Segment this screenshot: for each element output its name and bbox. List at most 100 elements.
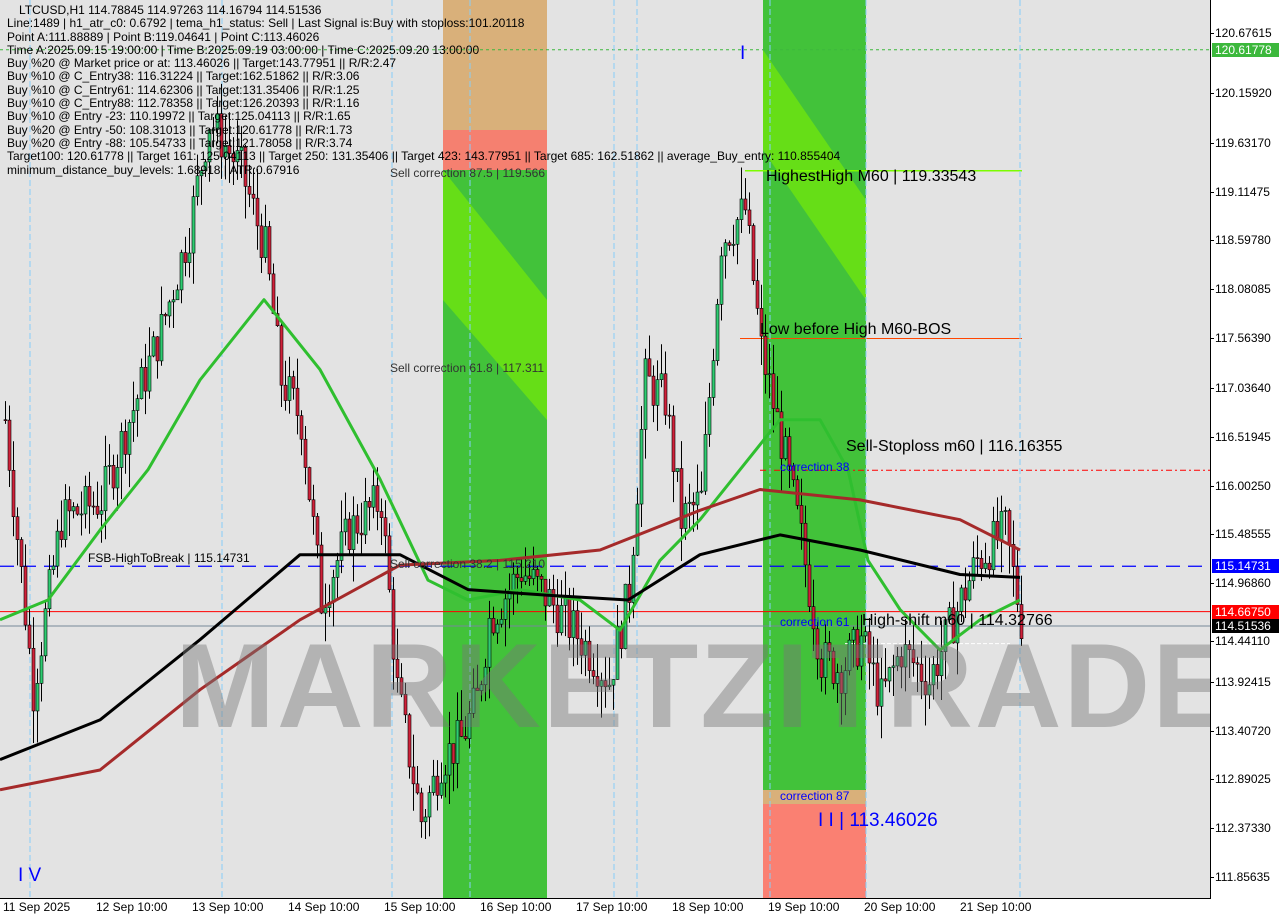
- candle-body: [251, 193, 256, 199]
- candle-body: [283, 384, 288, 401]
- candle-body: [631, 554, 636, 603]
- candle-body: [647, 358, 652, 377]
- candle-body: [559, 605, 564, 634]
- correction-87-label: correction 87: [780, 789, 850, 803]
- candle-body: [1003, 510, 1008, 512]
- candle-body: [943, 619, 948, 652]
- time-axis[interactable]: 11 Sep 2025 12 Sep 10:00 13 Sep 10:00 14 Se…: [0, 899, 1211, 920]
- candle-body: [279, 325, 284, 386]
- candle-body: [695, 491, 700, 506]
- x-tick-label: 17 Sep 10:00: [576, 900, 648, 914]
- candle: [915, 656, 920, 692]
- candle-body: [303, 438, 308, 468]
- candle: [191, 185, 196, 284]
- candle-body: [959, 587, 964, 612]
- candle: [863, 626, 868, 643]
- candle-body: [135, 398, 140, 411]
- candle-body: [579, 638, 584, 656]
- candle: [359, 502, 364, 556]
- candle-body: [55, 530, 60, 567]
- candle: [407, 713, 412, 779]
- candle: [595, 644, 600, 707]
- candle-body: [951, 607, 956, 644]
- candle: [319, 532, 324, 615]
- candle-body: [143, 367, 148, 392]
- candle: [387, 523, 392, 593]
- candle-body: [715, 304, 720, 361]
- candle: [7, 405, 12, 488]
- candle: [255, 169, 260, 250]
- candle-body: [475, 687, 480, 691]
- candle-body: [71, 506, 76, 512]
- candle: [3, 401, 8, 424]
- candle: [907, 640, 912, 678]
- candle-body: [203, 161, 208, 172]
- candle-body: [215, 113, 220, 130]
- candle: [391, 577, 396, 690]
- candle: [415, 765, 420, 795]
- candle: [571, 587, 576, 667]
- candle-body: [339, 531, 344, 561]
- price-axis[interactable]: 120.67615 120.15920 119.63170 119.11475 118.…: [1210, 0, 1280, 898]
- low-before-high-label: Low before High M60-BOS: [760, 321, 952, 338]
- candle-body: [1007, 510, 1012, 545]
- info-line: Buy %20 @ Entry -50: 108.31013 || Target…: [7, 122, 353, 137]
- candle-body: [287, 376, 292, 401]
- candle: [903, 619, 908, 692]
- candle: [119, 422, 124, 500]
- candle-body: [727, 242, 732, 246]
- candle-body: [707, 397, 712, 435]
- candle-body: [735, 219, 740, 245]
- candle-body: [991, 521, 996, 571]
- candle-body: [415, 783, 420, 794]
- candle: [535, 566, 540, 592]
- candle-body: [419, 792, 424, 823]
- candle-body: [231, 153, 236, 163]
- candle-body: [403, 693, 408, 716]
- candle: [847, 632, 852, 676]
- candle-body: [47, 569, 52, 610]
- candle-body: [831, 650, 836, 684]
- candle: [767, 343, 772, 399]
- candle: [199, 168, 204, 205]
- candle-body: [523, 575, 528, 582]
- candle-body: [691, 501, 696, 506]
- candle-body: [147, 355, 152, 392]
- candle: [735, 217, 740, 265]
- candle: [63, 484, 68, 548]
- y-tick-label: 117.56390: [1210, 331, 1271, 346]
- candle-body: [491, 618, 496, 634]
- candle: [1019, 575, 1024, 647]
- candle-body: [755, 280, 760, 309]
- candle-body: [299, 415, 304, 440]
- chart-plot-area[interactable]: MARKETZITRADE LTCUSD,H1 114.78845 114.97…: [0, 0, 1211, 899]
- info-line: minimum_distance_buy_levels: 1.68918 | A…: [7, 162, 300, 177]
- info-line: Buy %20 @ Entry -88: 105.54733 || Target…: [7, 135, 353, 150]
- candle: [139, 358, 144, 400]
- candle: [643, 348, 648, 459]
- candle: [679, 441, 684, 562]
- info-line: Buy %10 @ C_Entry61: 114.62306 || Target…: [7, 82, 360, 97]
- candle-body: [119, 431, 124, 468]
- x-tick-label: 12 Sep 10:00: [96, 900, 168, 914]
- candle-body: [867, 631, 872, 664]
- candle: [659, 344, 664, 388]
- candle-body: [783, 436, 788, 459]
- candle: [967, 571, 972, 602]
- candle-body: [43, 608, 48, 657]
- candle: [291, 370, 296, 400]
- candle: [483, 658, 488, 702]
- candle: [311, 484, 316, 535]
- y-tick-label: 114.96860: [1210, 576, 1271, 591]
- candle-body: [731, 243, 736, 246]
- candle-body: [535, 569, 540, 577]
- candle-body: [607, 684, 612, 688]
- info-line: Buy %10 @ Entry -23: 110.19972 || Target…: [7, 109, 351, 124]
- candle: [663, 351, 668, 425]
- y-tick-label: 115.48555: [1210, 527, 1271, 542]
- candle-body: [7, 419, 12, 471]
- candle: [203, 159, 208, 177]
- highest-high-label: HighestHigh M60 | 119.33543: [766, 168, 977, 185]
- candle: [971, 541, 976, 589]
- candle: [247, 164, 252, 208]
